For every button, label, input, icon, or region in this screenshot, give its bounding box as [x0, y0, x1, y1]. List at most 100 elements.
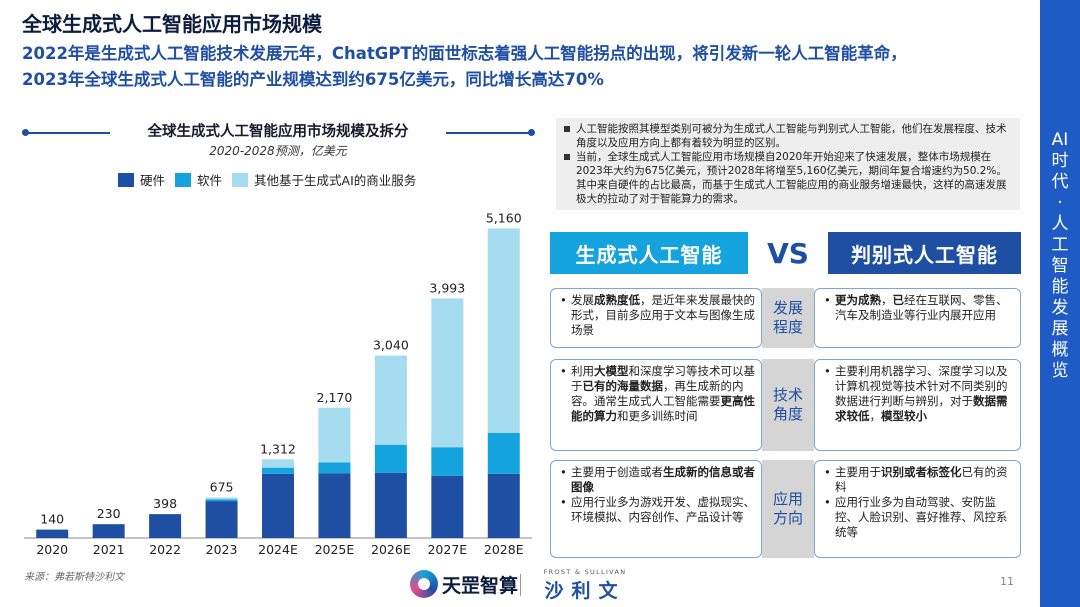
chart-legend: 硬件 软件 其他基于生成式AI的商业服务: [118, 170, 426, 189]
side-label-char: 概: [1051, 340, 1069, 360]
side-label-char: 览: [1051, 361, 1069, 381]
bar-segment-software: [205, 499, 238, 502]
generative-ai-header: 生成式人工智能: [550, 232, 748, 274]
legend-label-hardware: 硬件: [140, 173, 166, 188]
comparison-bullet: 应用行业多为游戏开发、虚拟现实、环境模拟、内容创作、产品设计等: [559, 495, 755, 525]
legend-item-software: 软件: [175, 170, 222, 189]
x-tick-label: 2024E: [258, 542, 298, 557]
legend-swatch-hardware: [118, 172, 134, 187]
side-label-char: AI: [1051, 130, 1069, 150]
legend-item-hardware: 硬件: [118, 170, 165, 189]
x-tick-label: 2025E: [315, 542, 355, 557]
comparison-cell-generative: 发展成熟度低，是近年来发展最快的形式，目前多应用于文本与图像生成场景: [550, 288, 762, 348]
x-tick-label: 2027E: [427, 542, 467, 557]
bar-segment-software: [487, 433, 520, 474]
bar-segment-hardware: [374, 472, 407, 538]
source-note: 来源：弗若斯特沙利文: [24, 572, 124, 583]
tiangang-logo-icon: [410, 570, 438, 598]
dimension-text: 技术: [772, 386, 803, 404]
side-label-char: 能: [1051, 277, 1069, 297]
chart-title: 全球生成式人工智能应用市场规模及拆分: [110, 120, 446, 141]
dimension-text: 程度: [772, 318, 803, 336]
chart-subtitle: 2020-2028预测，亿美元: [209, 144, 347, 158]
bar-segment-hardware: [262, 473, 294, 538]
note-item: 人工智能按照其模型类别可被分为生成式人工智能与判别式人工智能，他们在发展程度、技…: [564, 122, 1010, 150]
logo-divider: [520, 574, 521, 596]
bar-segment-other: [318, 407, 351, 463]
comparison-bullet: 利用大模型和深度学习等技术可以基于已有的海量数据，再生成新的内容。通常生成式人工…: [559, 364, 755, 424]
x-tick-label: 2021: [93, 542, 125, 557]
bar-segment-hardware: [318, 473, 351, 538]
comparison-dimension: 发展 程度: [762, 288, 814, 348]
side-label-char: 人: [1051, 214, 1069, 234]
dimension-text: 方向: [772, 509, 803, 527]
bar-segment-software: [431, 447, 464, 476]
vs-label: VS: [767, 236, 809, 270]
bar-total-label: 3,993: [429, 280, 465, 295]
side-label-char: 智: [1051, 256, 1069, 276]
comparison-bullet: 应用行业多为自动驾驶、安防监控、人脸识别、喜好推荐、风控系统等: [823, 495, 1014, 540]
notes-box: 人工智能按照其模型类别可被分为生成式人工智能与判别式人工智能，他们在发展程度、技…: [556, 118, 1020, 210]
comparison-cell-generative: 主要用于创造或者生成新的信息或者图像 应用行业多为游戏开发、虚拟现实、环境模拟、…: [550, 460, 762, 558]
x-tick-label: 2020: [36, 542, 68, 557]
bar-total-label: 3,040: [373, 338, 409, 353]
stacked-bar-chart: 140 2020 230 2021 398 2022 675 2023 1,312 2024E 2,…: [24, 210, 532, 557]
side-band: AI 时 代 · 人 工 智 能 发 展 概 览: [1040, 0, 1080, 607]
bar-total-label: 398: [153, 496, 177, 511]
side-label-char: 展: [1051, 319, 1069, 339]
rule-dot-right: [528, 129, 535, 136]
comparison-bullet: 主要用于创造或者生成新的信息或者图像: [559, 465, 755, 495]
bar-segment-other: [487, 228, 520, 433]
x-tick-label: 2026E: [371, 542, 411, 557]
bar-segment-hardware: [431, 475, 464, 538]
dimension-text: 角度: [772, 405, 803, 423]
bar-total-label: 1,312: [260, 441, 296, 456]
bar-segment-hardware: [149, 514, 182, 538]
bar-total-label: 2,170: [317, 390, 353, 405]
side-label-char: ·: [1057, 193, 1063, 213]
comparison-dimension: 技术 角度: [762, 359, 814, 451]
bar-segment-software: [374, 444, 407, 473]
comparison-bullet: 发展成熟度低，是近年来发展最快的形式，目前多应用于文本与图像生成场景: [559, 293, 755, 338]
bar-total-label: 675: [210, 480, 234, 495]
page-subtitle-line1: 2022年是生成式人工智能技术发展元年，ChatGPT的面世标志着强人工智能拐点…: [22, 44, 907, 63]
frost-sullivan-logo: FROST & SULLIVAN 沙利文: [532, 568, 638, 603]
rule-dot-left: [22, 129, 29, 136]
side-label-char: 时: [1051, 151, 1069, 171]
tiangang-logo-text: 天罡智算: [442, 574, 519, 597]
page-number: 11: [1000, 575, 1014, 588]
comparison-cell-generative: 利用大模型和深度学习等技术可以基于已有的海量数据，再生成新的内容。通常生成式人工…: [550, 359, 762, 451]
side-label-char: 代: [1051, 172, 1069, 192]
bar-segment-software: [262, 467, 294, 474]
x-tick-label: 2022: [149, 542, 181, 557]
legend-swatch-software: [175, 172, 192, 187]
bar-total-label: 5,160: [486, 210, 522, 225]
bar-segment-other: [431, 298, 464, 448]
comparison-bullet: 主要利用机器学习、深度学习以及计算机视觉等技术针对不同类别的数据进行判断与辨别，…: [823, 364, 1014, 424]
x-tick-label: 2023: [206, 542, 238, 557]
bar-segment-other: [262, 459, 294, 468]
bar-segment-hardware: [205, 501, 238, 538]
side-label-char: 发: [1051, 298, 1069, 318]
dimension-text: 应用: [772, 490, 803, 508]
page-title: 全球生成式人工智能应用市场规模: [22, 12, 322, 36]
tiangang-logo: 天罡智算: [410, 570, 518, 598]
page-subtitle-line2: 2023年全球生成式人工智能的产业规模达到约675亿美元，同比增长高达70%: [22, 70, 604, 89]
side-label: AI 时 代 · 人 工 智 能 发 展 概 览: [1040, 130, 1080, 382]
comparison-cell-discriminative: 主要用于识别或者标签化已有的资料 应用行业多为自动驾驶、安防监控、人脸识别、喜好…: [814, 460, 1021, 558]
side-label-char: 工: [1051, 235, 1069, 255]
legend-label-other: 其他基于生成式AI的商业服务: [254, 173, 417, 188]
legend-item-other: 其他基于生成式AI的商业服务: [232, 170, 416, 189]
frost-sullivan-logo-text: 沙利文: [544, 580, 626, 602]
comparison-cell-discriminative: 更为成熟，已经在互联网、零售、汽车及制造业等行业内展开应用: [814, 288, 1021, 348]
legend-label-software: 软件: [197, 173, 223, 188]
comparison-bullet: 主要用于识别或者标签化已有的资料: [823, 465, 1014, 495]
discriminative-ai-header: 判别式人工智能: [828, 232, 1021, 274]
dimension-text: 发展: [772, 299, 803, 317]
comparison-dimension: 应用 方向: [762, 460, 814, 558]
frost-sullivan-logo-en: FROST & SULLIVAN: [543, 568, 627, 576]
bar-total-label: 140: [40, 512, 64, 527]
note-item: 当前，全球生成式人工智能应用市场规模自2020年开始迎来了快速发展，整体市场规模…: [564, 150, 1010, 206]
bar-segment-hardware: [36, 529, 69, 538]
comparison-cell-discriminative: 主要利用机器学习、深度学习以及计算机视觉等技术针对不同类别的数据进行判断与辨别，…: [814, 359, 1021, 451]
